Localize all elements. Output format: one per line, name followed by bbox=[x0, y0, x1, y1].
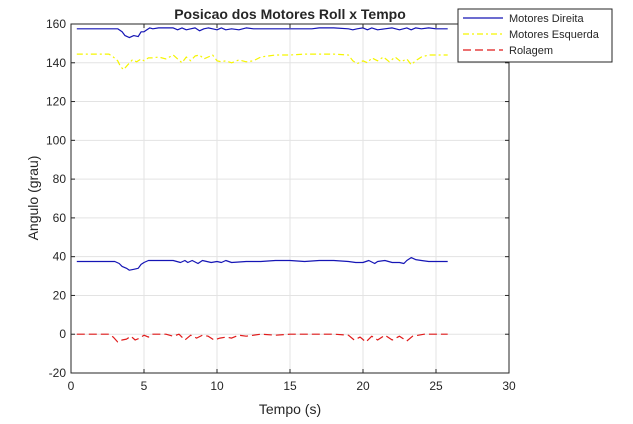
y-tick-label: 80 bbox=[53, 172, 67, 186]
x-tick-label: 20 bbox=[356, 379, 370, 393]
x-tick-label: 30 bbox=[502, 379, 516, 393]
x-tick-label: 0 bbox=[68, 379, 75, 393]
series-3 bbox=[76, 333, 448, 343]
series-2 bbox=[76, 53, 448, 71]
grid bbox=[71, 24, 509, 373]
y-axis-label: Angulo (grau) bbox=[25, 156, 41, 241]
y-tick-label: -20 bbox=[49, 366, 67, 380]
y-tick-label: 60 bbox=[53, 211, 67, 225]
y-tick-label: 140 bbox=[46, 56, 66, 70]
legend-entry-label: Rolagem bbox=[509, 45, 553, 57]
series-line bbox=[76, 27, 448, 39]
legend-entry-label: Motores Esquerda bbox=[509, 29, 600, 41]
y-tick-label: 20 bbox=[53, 288, 67, 302]
series-line bbox=[76, 333, 448, 343]
series-line bbox=[76, 257, 448, 271]
y-tick-label: 100 bbox=[46, 133, 66, 147]
series-layer bbox=[76, 27, 448, 343]
x-axis-label: Tempo (s) bbox=[259, 401, 321, 417]
y-tick-label: 160 bbox=[46, 17, 66, 31]
y-tick-label: 0 bbox=[59, 327, 66, 341]
y-tick-label: 40 bbox=[53, 250, 67, 264]
series-line bbox=[76, 53, 448, 71]
legend: Motores Direita Motores Esquerda Rolagem bbox=[457, 8, 613, 63]
y-tick-label: 120 bbox=[46, 95, 66, 109]
x-tick-label: 25 bbox=[429, 379, 443, 393]
legend-entry-label: Motores Direita bbox=[509, 13, 584, 25]
series-1 bbox=[76, 27, 448, 271]
chart-title: Posicao dos Motores Roll x Tempo bbox=[174, 6, 406, 22]
x-tick-label: 15 bbox=[283, 379, 297, 393]
x-tick-label: 10 bbox=[210, 379, 224, 393]
x-tick-label: 5 bbox=[141, 379, 148, 393]
